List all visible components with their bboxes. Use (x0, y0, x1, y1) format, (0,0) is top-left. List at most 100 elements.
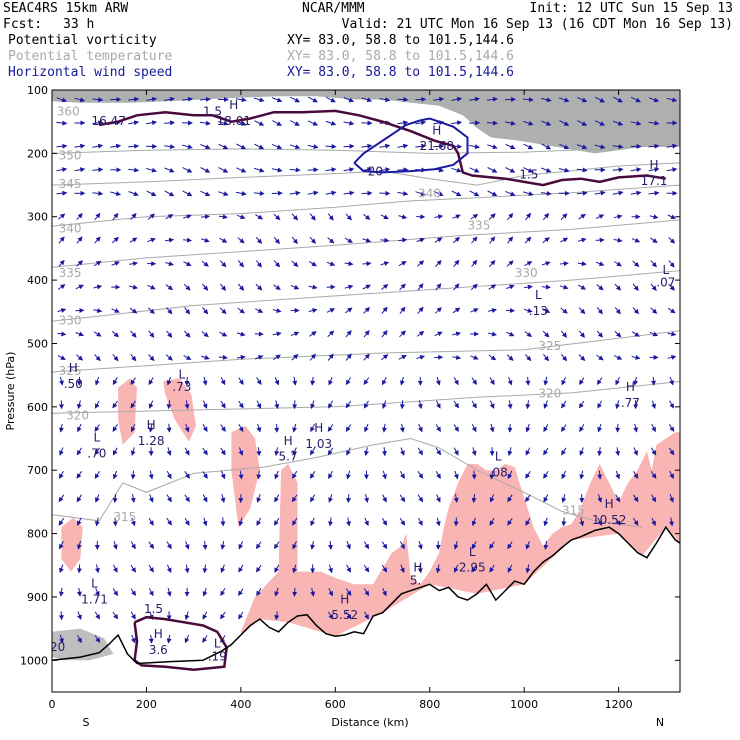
wind-arrow-266 (253, 190, 265, 196)
wind-arrow-133 (148, 423, 154, 433)
wind-arrow-51 (92, 167, 104, 173)
wind-arrow-62 (94, 424, 100, 432)
theta-label-6: 335 (468, 218, 491, 232)
wind-arrow-423 (379, 167, 391, 173)
wind-arrow-483 (417, 564, 423, 574)
x-tick-label-1200: 1200 (605, 698, 633, 711)
wind-arrow-407 (363, 330, 370, 338)
wind-arrow-268 (255, 236, 263, 244)
init-time: Init: 12 UTC Sun 15 Sep 13 (529, 1, 734, 16)
wind-arrow-53 (94, 212, 101, 221)
wind-arrow-118 (130, 634, 136, 644)
wind-arrow-729 (648, 190, 660, 196)
wind-arrow-686 (597, 517, 602, 526)
wind-arrow-115 (130, 564, 136, 573)
wind-arrow-623 (543, 400, 549, 409)
wind-arrow-492 (435, 283, 442, 291)
wind-arrow-399 (361, 143, 373, 149)
wind-arrow-723 (632, 494, 639, 503)
wind-arrow-734 (650, 307, 658, 314)
wind-arrow-645 (561, 447, 567, 456)
wind-arrow-15 (59, 447, 64, 456)
wind-arrow-393 (346, 541, 351, 550)
wind-arrow-343 (310, 423, 315, 433)
wind-arrow-172 (183, 214, 192, 220)
wind-arrow-166 (166, 634, 172, 644)
wind-arrow-102 (129, 261, 139, 267)
wind-arrow-169 (182, 144, 193, 150)
wind-arrow-227 (220, 377, 226, 386)
wind-arrow-394 (346, 564, 351, 573)
wind-arrow-63 (94, 447, 101, 456)
wind-arrow-150 (165, 261, 174, 266)
wind-arrow-178 (183, 354, 192, 361)
wind-arrow-683 (597, 447, 603, 457)
wind-arrow-319 (292, 376, 298, 386)
wind-arrow-258 (238, 541, 244, 550)
wind-arrow-588 (507, 564, 513, 573)
wind-arrow-710 (630, 190, 642, 196)
wind-arrow-601 (525, 376, 531, 386)
wind-arrow-248 (237, 307, 245, 314)
wind-arrow-267 (255, 214, 264, 220)
wind-arrow-742 (651, 494, 657, 503)
wind-arrow-532 (471, 236, 478, 244)
wind-arrow-638 (559, 284, 569, 290)
wind-arrow-445 (397, 167, 409, 173)
wind-arrow-641 (560, 353, 568, 362)
wind-arrow-537 (470, 355, 479, 360)
wind-arrow-550 (487, 167, 498, 173)
fcst-value: 33 h (63, 17, 95, 32)
wind-arrow-620 (542, 330, 550, 338)
wind-arrow-728 (648, 167, 660, 173)
wind-arrow-685 (597, 494, 603, 503)
wind-arrow-426 (380, 237, 390, 243)
wind-arrow-404 (362, 261, 372, 267)
wind-arrow-464 (415, 120, 427, 126)
wind-arrow-59 (94, 354, 101, 362)
wind-arrow-480 (417, 494, 424, 503)
wind-arrow-637 (559, 261, 569, 267)
wind-arrow-707 (630, 120, 642, 126)
wind-arrow-547 (487, 96, 498, 102)
wind-arrow-737 (651, 376, 657, 386)
wind-arrow-586 (507, 517, 513, 526)
wind-arrow-189 (184, 611, 190, 621)
wind-arrow-346 (310, 494, 316, 503)
pink-region-3 (231, 425, 260, 528)
wind-arrow-142 (148, 634, 154, 644)
wind-arrow-30 (76, 236, 83, 244)
wind-arrow-127 (147, 284, 156, 290)
wind-arrow-433 (382, 400, 387, 410)
wind-arrow-384 (345, 330, 352, 338)
wind-arrow-712 (631, 237, 641, 243)
wind-arrow-436 (382, 470, 387, 480)
wind-arrow-702 (615, 447, 621, 457)
wind-arrow-590 (523, 120, 534, 126)
wind-arrow-29 (76, 213, 83, 221)
wind-arrow-403 (362, 237, 372, 243)
wind-arrow-411 (364, 423, 369, 433)
wind-arrow-287 (271, 167, 283, 173)
wind-arrow-444 (397, 143, 409, 149)
wind-arrow-660 (578, 354, 586, 362)
wind-arrow-757 (669, 400, 674, 409)
wind-arrow-116 (130, 588, 136, 597)
wind-arrow-560 (489, 400, 495, 409)
wind-arrow-305 (274, 587, 280, 597)
wind-arrow-531 (470, 213, 479, 220)
wind-arrow-721 (633, 447, 638, 456)
wind-arrow-552 (488, 213, 496, 220)
wind-arrow-192 (199, 120, 211, 126)
pv-label-12: L (662, 263, 669, 277)
wind-arrow-291 (273, 260, 281, 268)
wind-arrow-715 (632, 307, 639, 315)
wind-arrow-348 (310, 540, 316, 550)
pv-contour-0 (98, 109, 667, 187)
wind-arrow-580 (507, 376, 513, 386)
wind-arrow-6 (58, 236, 65, 244)
wind-arrow-604 (525, 447, 531, 456)
wind-arrow-4 (56, 190, 68, 196)
wind-arrow-57 (93, 308, 103, 314)
wind-arrow-190 (184, 634, 190, 644)
